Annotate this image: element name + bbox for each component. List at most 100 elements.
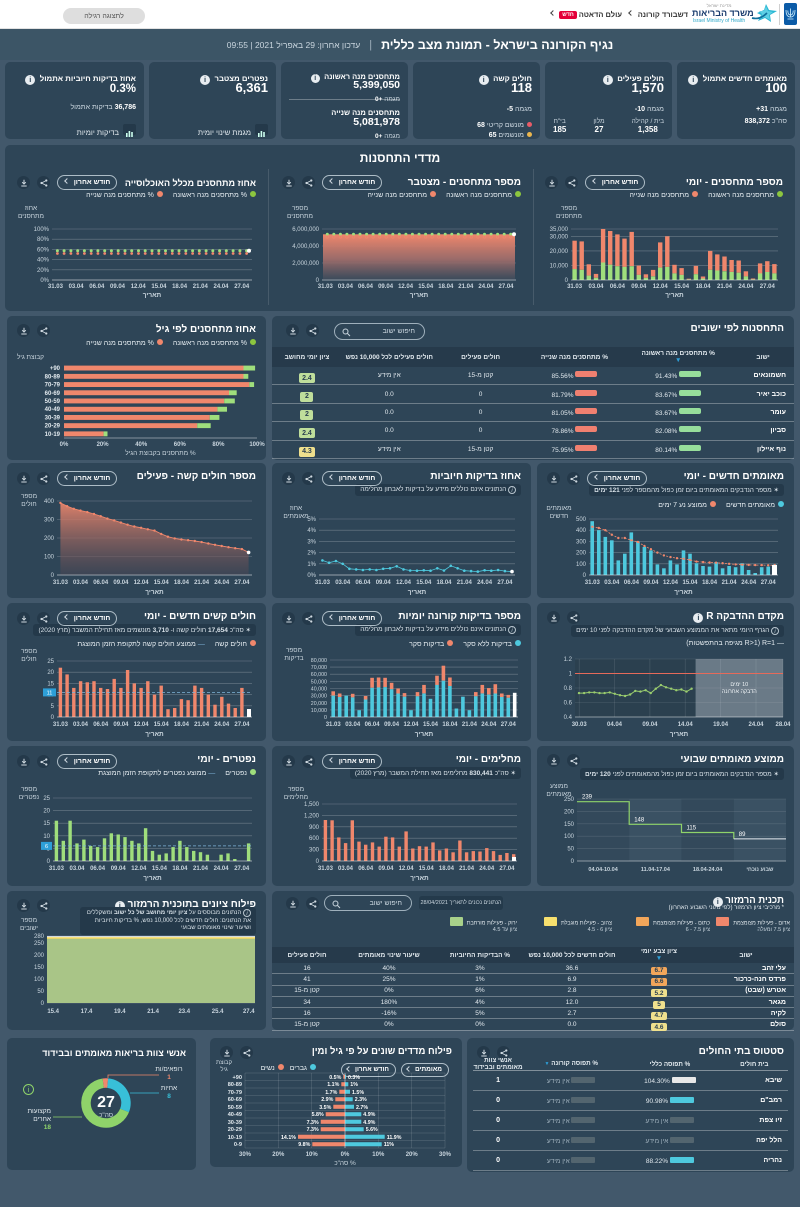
svg-text:1.2: 1.2 xyxy=(564,657,573,663)
svg-text:80-89: 80-89 xyxy=(228,1082,242,1088)
svg-text:27.04: 27.04 xyxy=(761,580,777,586)
svg-text:1%: 1% xyxy=(350,1082,358,1088)
svg-text:400: 400 xyxy=(576,528,587,534)
svg-text:27.04: 27.04 xyxy=(234,284,250,290)
svg-text:40%: 40% xyxy=(37,258,50,264)
svg-text:60%: 60% xyxy=(37,247,50,253)
svg-text:0.8: 0.8 xyxy=(564,686,573,692)
svg-text:18.04: 18.04 xyxy=(174,580,190,586)
svg-text:0: 0 xyxy=(583,573,587,579)
svg-text:06.04: 06.04 xyxy=(90,866,106,872)
svg-text:17.4: 17.4 xyxy=(81,1009,93,1015)
svg-text:31.03: 31.03 xyxy=(49,866,65,872)
svg-text:15.04: 15.04 xyxy=(423,722,439,728)
svg-text:15.04: 15.04 xyxy=(419,866,435,872)
svg-text:18.04: 18.04 xyxy=(439,866,455,872)
svg-text:21.04: 21.04 xyxy=(194,722,210,728)
svg-text:19.4: 19.4 xyxy=(114,1009,126,1015)
svg-text:50: 50 xyxy=(37,989,44,995)
svg-text:10: 10 xyxy=(43,834,50,840)
svg-text:תאריך: תאריך xyxy=(410,875,429,882)
svg-text:06.04: 06.04 xyxy=(355,580,371,586)
svg-text:09.04: 09.04 xyxy=(643,580,659,586)
svg-text:31.03: 31.03 xyxy=(585,580,601,586)
svg-text:תאריך: תאריך xyxy=(415,731,434,738)
svg-text:18.04: 18.04 xyxy=(174,722,190,728)
svg-text:20%: 20% xyxy=(97,442,110,448)
svg-text:31.03: 31.03 xyxy=(48,284,64,290)
svg-text:25: 25 xyxy=(43,796,50,802)
svg-text:20-29: 20-29 xyxy=(45,424,61,430)
svg-text:2.7%: 2.7% xyxy=(356,1105,368,1111)
svg-text:תאריך: תאריך xyxy=(408,589,427,596)
svg-text:20,000: 20,000 xyxy=(311,701,327,707)
svg-text:0: 0 xyxy=(324,715,327,721)
svg-text:15.04: 15.04 xyxy=(416,580,432,586)
svg-text:20: 20 xyxy=(43,809,50,815)
svg-text:21.04: 21.04 xyxy=(459,866,475,872)
svg-text:0: 0 xyxy=(565,278,569,284)
svg-text:20-29: 20-29 xyxy=(228,1127,242,1133)
svg-text:239: 239 xyxy=(582,795,593,801)
svg-text:500: 500 xyxy=(576,517,587,523)
svg-text:09.04: 09.04 xyxy=(113,580,129,586)
svg-text:21.04: 21.04 xyxy=(717,284,733,290)
svg-text:0.5%: 0.5% xyxy=(329,1075,341,1081)
svg-text:4.9%: 4.9% xyxy=(363,1112,375,1118)
svg-text:0-9: 0-9 xyxy=(234,1142,242,1148)
svg-text:1,200: 1,200 xyxy=(304,813,320,819)
svg-text:24.04: 24.04 xyxy=(481,722,497,728)
svg-text:03.04: 03.04 xyxy=(604,580,620,586)
svg-text:2.9%: 2.9% xyxy=(321,1097,333,1103)
svg-text:31.03: 31.03 xyxy=(318,284,334,290)
svg-text:25: 25 xyxy=(47,659,54,665)
svg-text:0.6: 0.6 xyxy=(564,701,573,707)
svg-text:03.04: 03.04 xyxy=(69,284,85,290)
svg-text:09.04: 09.04 xyxy=(642,722,658,728)
svg-text:03.04: 03.04 xyxy=(69,866,85,872)
svg-text:70,000: 70,000 xyxy=(311,665,327,671)
svg-text:0: 0 xyxy=(41,1001,45,1007)
svg-text:12.04: 12.04 xyxy=(134,722,150,728)
svg-text:7.3%: 7.3% xyxy=(307,1127,319,1133)
svg-text:300: 300 xyxy=(576,539,587,545)
svg-text:27.04: 27.04 xyxy=(234,866,250,872)
svg-text:27.04: 27.04 xyxy=(501,722,517,728)
svg-text:50: 50 xyxy=(567,847,574,853)
svg-text:5: 5 xyxy=(51,704,55,710)
svg-text:60-69: 60-69 xyxy=(45,391,61,397)
svg-text:27.04: 27.04 xyxy=(760,284,776,290)
svg-text:15.04: 15.04 xyxy=(674,284,690,290)
svg-text:6: 6 xyxy=(45,844,48,850)
svg-text:15: 15 xyxy=(47,681,54,687)
svg-text:18.04: 18.04 xyxy=(172,284,188,290)
svg-text:80-89: 80-89 xyxy=(45,374,61,380)
svg-text:40%: 40% xyxy=(135,442,148,448)
svg-text:09.04: 09.04 xyxy=(384,722,400,728)
svg-text:7.3%: 7.3% xyxy=(307,1120,319,1126)
svg-text:4.9%: 4.9% xyxy=(363,1120,375,1126)
svg-text:24.04: 24.04 xyxy=(213,284,229,290)
svg-text:100%: 100% xyxy=(34,227,50,233)
svg-text:09.04: 09.04 xyxy=(378,866,394,872)
svg-text:70-79: 70-79 xyxy=(45,383,61,389)
svg-text:12.04: 12.04 xyxy=(403,722,419,728)
svg-text:89: 89 xyxy=(739,832,746,838)
svg-text:12.04: 12.04 xyxy=(134,580,150,586)
svg-text:11.9%: 11.9% xyxy=(387,1135,402,1141)
svg-text:30-39: 30-39 xyxy=(45,415,61,421)
svg-text:09.04: 09.04 xyxy=(376,580,392,586)
svg-text:% סה"כ: % סה"כ xyxy=(334,1160,356,1167)
svg-text:30.03: 30.03 xyxy=(572,722,588,728)
svg-text:2%: 2% xyxy=(307,551,316,557)
svg-text:60-69: 60-69 xyxy=(228,1097,242,1103)
svg-text:5%: 5% xyxy=(307,517,316,523)
svg-text:115: 115 xyxy=(687,826,697,832)
svg-text:תאריך: תאריך xyxy=(143,875,162,882)
svg-text:300: 300 xyxy=(309,848,320,854)
svg-text:300: 300 xyxy=(44,518,55,524)
svg-text:03.04: 03.04 xyxy=(335,580,351,586)
svg-text:14.1%: 14.1% xyxy=(281,1135,296,1141)
svg-text:10,000: 10,000 xyxy=(550,263,569,269)
svg-text:600: 600 xyxy=(309,836,320,842)
